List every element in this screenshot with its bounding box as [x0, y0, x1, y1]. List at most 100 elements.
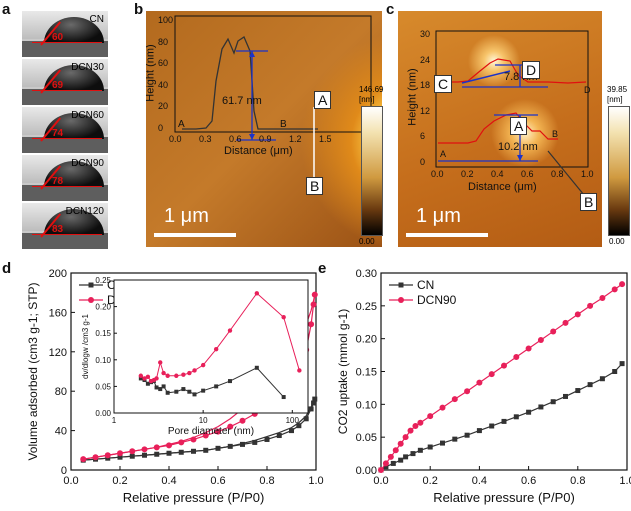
afm-c-lower-annotation: 10.2 nm	[498, 141, 538, 153]
inset-d-series-0	[140, 367, 285, 398]
inset-d-point-cn	[254, 365, 259, 370]
data-point-e-cn	[526, 409, 532, 415]
data-point-d-cn	[178, 449, 184, 455]
data-point-e-dcn90	[476, 379, 483, 386]
inset-d-point-dcn90	[281, 315, 286, 320]
data-point-e-dcn90	[619, 281, 626, 288]
data-point-e-dcn90	[501, 362, 507, 369]
afm-b-inset-point-a: A	[178, 119, 185, 130]
data-point-d-cn	[154, 451, 160, 457]
afm-b-scalebar	[154, 233, 236, 237]
data-point-e-dcn90	[562, 319, 569, 326]
data-point-d-cn	[93, 456, 98, 462]
data-point-d-dcn90	[303, 346, 310, 353]
inset-d-point-cn	[151, 379, 156, 384]
inset-d-point-dcn90	[187, 370, 192, 376]
inset-d-point-cn	[174, 389, 179, 394]
data-point-e-cn	[563, 393, 568, 399]
series-line-e-1	[380, 283, 623, 471]
afm-c-inset-xtick: 0.0	[431, 169, 444, 179]
chart-e-ytick: 0.00	[356, 465, 377, 477]
inset-d-point-dcn90	[158, 360, 163, 365]
data-point-d-cn	[311, 400, 317, 406]
data-point-d-dcn90	[166, 442, 172, 449]
afm-b-height-profile	[182, 36, 318, 130]
inset-d-point-dcn90	[213, 346, 219, 352]
data-point-e-dcn90	[611, 286, 618, 293]
afm-b-inset-xtick: 0.9	[259, 134, 272, 144]
data-point-d-cn	[264, 436, 270, 442]
afm-c-inset-ytick: 0	[420, 157, 426, 167]
afm-c-inset-ytick: 12	[420, 105, 431, 116]
data-point-e-cn	[417, 447, 423, 453]
inset-d-point-cn	[214, 384, 219, 389]
afm-b-inset-xtick: 1.5	[319, 134, 332, 144]
afm-c-marker-a: A	[510, 117, 528, 135]
afm-c-overlay	[406, 30, 589, 237]
data-point-d-cn	[252, 439, 258, 445]
inset-d-ytick: 0.05	[95, 382, 111, 391]
chart-d-xtick: 0.0	[63, 475, 78, 487]
data-point-d-dcn90	[80, 456, 87, 463]
data-point-e-cn	[489, 423, 495, 429]
chart-e-frame	[380, 272, 628, 471]
legend-label-d-1: DCN90	[107, 293, 147, 307]
data-point-d-cn	[105, 455, 111, 461]
series-desorption-d-1	[83, 294, 316, 460]
data-point-e-cn	[476, 428, 482, 434]
colorbar-b	[361, 106, 383, 236]
data-point-d-cn	[312, 396, 318, 402]
data-point-d-dcn90	[227, 423, 234, 430]
data-point-d-cn	[129, 453, 135, 459]
afm-c-inset-xtick: 0.4	[491, 169, 504, 179]
data-point-d-cn	[296, 423, 302, 429]
contact-angle-image: DCN60 74	[22, 107, 108, 153]
data-point-e-dcn90	[451, 396, 458, 403]
series-line-d-1	[83, 294, 316, 460]
sample-name: DCN60	[71, 110, 104, 121]
contact-angle-value: 74	[52, 128, 64, 139]
legend-label-d-0: CN	[107, 278, 124, 292]
data-point-d-cn	[289, 428, 294, 434]
data-point-e-dcn90	[550, 328, 557, 335]
data-point-e-dcn90	[378, 467, 384, 473]
afm-image-b: 0 20 40 60 80 100 0.0 0.3 0.6 0.9 1.2 1.5 61.7 nm A…	[146, 11, 382, 247]
data-point-d-dcn90	[178, 439, 185, 446]
data-point-d-dcn90	[295, 364, 302, 371]
data-point-e-cn	[440, 440, 445, 446]
data-point-d-dcn90	[215, 428, 221, 435]
inset-d-point-dcn90	[145, 374, 151, 380]
inset-d-point-cn	[148, 380, 153, 385]
inset-d-point-dcn90	[227, 328, 233, 333]
chart-d-ytick: 80	[55, 386, 67, 398]
inset-d-xtick: 1	[112, 416, 117, 425]
data-point-d-cn	[142, 452, 147, 458]
afm-c-inset-ylabel: Height (nm)	[406, 68, 419, 126]
inset-d-point-dcn90	[297, 368, 302, 373]
data-point-d-cn	[308, 406, 314, 412]
inset-d-point-cn	[187, 389, 192, 394]
inset-d-point-dcn90	[165, 373, 170, 378]
legend-label-e-0: CN	[417, 278, 434, 292]
contact-angle-value: 60	[52, 32, 64, 43]
chart-d-ytick: 200	[49, 268, 67, 280]
afm-b-overlay	[154, 15, 372, 237]
data-point-d-dcn90	[129, 448, 136, 455]
inset-d-point-cn	[181, 387, 186, 392]
data-point-e-cn	[427, 444, 433, 450]
inset-d-point-cn	[281, 395, 286, 400]
panel-label-b: b	[134, 1, 144, 18]
data-point-e-dcn90	[397, 440, 404, 447]
afm-c-marker-d: D	[522, 61, 541, 79]
data-point-e-dcn90	[439, 404, 446, 411]
afm-b-inset-frame	[174, 15, 372, 133]
chart-e-xtick: 0.6	[521, 475, 536, 487]
data-point-d-dcn90	[311, 291, 318, 298]
inset-d-point-dcn90	[148, 378, 154, 384]
afm-c-inset-ytick: 24	[420, 54, 431, 65]
data-point-e-dcn90	[537, 336, 544, 343]
data-point-e-cn	[599, 376, 605, 382]
data-point-d-cn	[227, 443, 233, 449]
colorbar-c-max: 39.85	[607, 85, 628, 94]
chart-d-xlabel: Relative pressure (P/P0)	[123, 490, 265, 505]
